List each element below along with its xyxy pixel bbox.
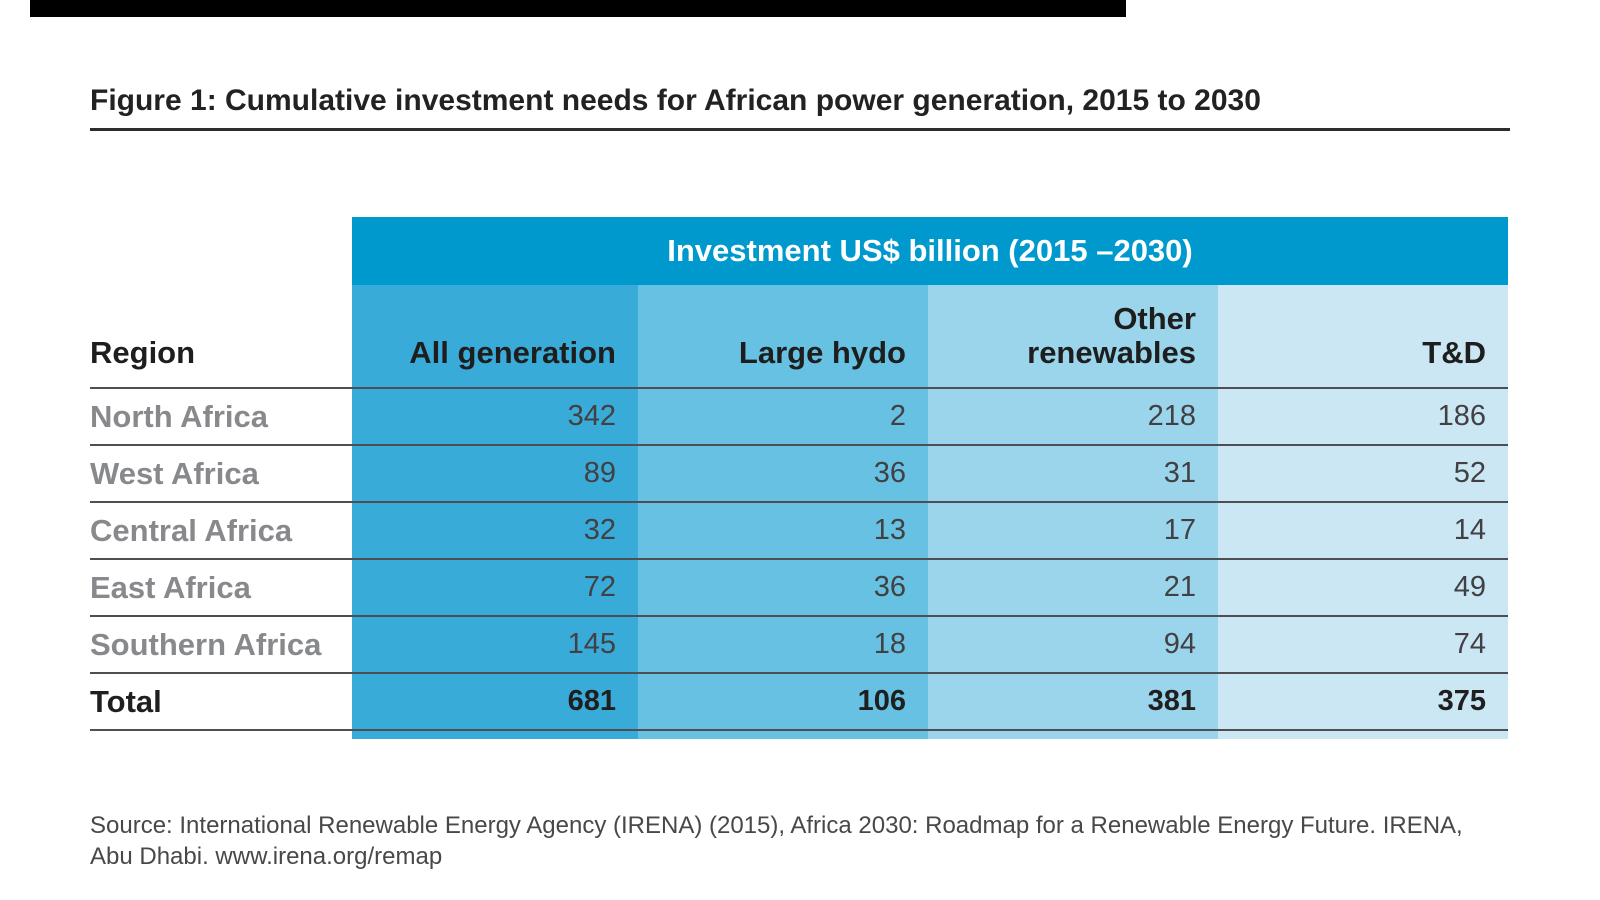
value-cell: 49 <box>1218 560 1508 617</box>
value-cell: 2 <box>638 389 928 446</box>
value-cell: 18 <box>638 617 928 674</box>
total-value-cell: 681 <box>352 674 638 731</box>
group-header-bar: Investment US$ billion (2015 –2030) <box>352 217 1508 285</box>
value-cell: 218 <box>928 389 1218 446</box>
investment-table: Investment US$ billion (2015 –2030) Regi… <box>90 217 1508 739</box>
value-cell: 31 <box>928 446 1218 503</box>
total-row-label: Total <box>90 674 352 731</box>
total-value-cell: 381 <box>928 674 1218 731</box>
figure-title: Figure 1: Cumulative investment needs fo… <box>90 84 1261 117</box>
total-value-cell: 375 <box>1218 674 1508 731</box>
page-top-black-bar <box>30 0 1126 17</box>
region-column-header: Region <box>90 285 352 389</box>
value-cell: 94 <box>928 617 1218 674</box>
value-cell: 186 <box>1218 389 1508 446</box>
value-cell: 72 <box>352 560 638 617</box>
row-label-west-africa: West Africa <box>90 446 352 503</box>
table-corner-spacer <box>90 217 352 285</box>
source-line-2: Abu Dhabi. www.irena.org/remap <box>90 843 443 870</box>
value-cell: 52 <box>1218 446 1508 503</box>
table-tail-spacer <box>90 731 352 739</box>
value-cell: 74 <box>1218 617 1508 674</box>
column-color-tail <box>352 731 638 739</box>
column-header-all-generation: All generation <box>352 285 638 389</box>
value-cell: 89 <box>352 446 638 503</box>
value-cell: 32 <box>352 503 638 560</box>
value-cell: 21 <box>928 560 1218 617</box>
row-label-central-africa: Central Africa <box>90 503 352 560</box>
column-color-tail <box>928 731 1218 739</box>
source-line-1: Source: International Renewable Energy A… <box>90 812 1463 839</box>
total-value-cell: 106 <box>638 674 928 731</box>
column-header-td: T&D <box>1218 285 1508 389</box>
column-header-other-renewables: Other renewables <box>928 285 1218 389</box>
row-label-southern-africa: Southern Africa <box>90 617 352 674</box>
value-cell: 342 <box>352 389 638 446</box>
row-label-east-africa: East Africa <box>90 560 352 617</box>
value-cell: 17 <box>928 503 1218 560</box>
column-header-large-hydo: Large hydo <box>638 285 928 389</box>
value-cell: 36 <box>638 446 928 503</box>
title-rule <box>90 128 1510 131</box>
value-cell: 13 <box>638 503 928 560</box>
source-citation: Source: International Renewable Energy A… <box>90 810 1520 872</box>
column-header-other-renewables-label: Other renewables <box>1027 300 1196 371</box>
value-cell: 14 <box>1218 503 1508 560</box>
column-color-tail <box>638 731 928 739</box>
row-label-north-africa: North Africa <box>90 389 352 446</box>
column-color-tail <box>1218 731 1508 739</box>
value-cell: 36 <box>638 560 928 617</box>
value-cell: 145 <box>352 617 638 674</box>
